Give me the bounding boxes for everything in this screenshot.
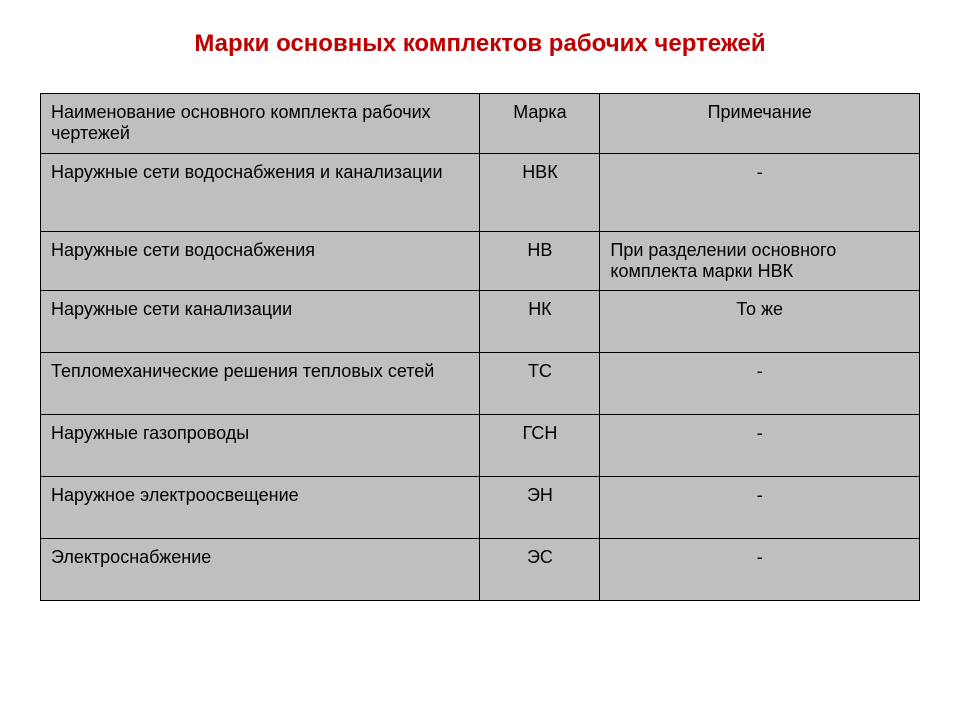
cell-name: Электроснабжение (41, 539, 480, 601)
cell-mark: НВК (480, 154, 600, 232)
table-row: Наружные сети канализации НК То же (41, 291, 920, 353)
header-mark: Марка (480, 94, 600, 154)
cell-name: Наружные газопроводы (41, 415, 480, 477)
cell-note: - (600, 539, 920, 601)
cell-mark: ЭН (480, 477, 600, 539)
cell-mark: ГСН (480, 415, 600, 477)
cell-note: При разделении основного комплекта марки… (600, 232, 920, 291)
table-row: Наружные сети водоснабжения НВ При разде… (41, 232, 920, 291)
table-row: Наружные сети водоснабжения и канализаци… (41, 154, 920, 232)
cell-note: - (600, 353, 920, 415)
cell-note: - (600, 154, 920, 232)
cell-name: Тепломеханические решения тепловых сетей (41, 353, 480, 415)
cell-name: Наружное электроосвещение (41, 477, 480, 539)
table-header-row: Наименование основного комплекта рабочих… (41, 94, 920, 154)
cell-mark: НК (480, 291, 600, 353)
table-row: Электроснабжение ЭС - (41, 539, 920, 601)
cell-note: - (600, 415, 920, 477)
marks-table: Наименование основного комплекта рабочих… (40, 93, 920, 601)
cell-name: Наружные сети водоснабжения (41, 232, 480, 291)
page-title: Марки основных комплектов рабочих чертеж… (120, 30, 840, 58)
cell-name: Наружные сети канализации (41, 291, 480, 353)
table-row: Тепломеханические решения тепловых сетей… (41, 353, 920, 415)
table-row: Наружные газопроводы ГСН - (41, 415, 920, 477)
cell-note: - (600, 477, 920, 539)
table-row: Наружное электроосвещение ЭН - (41, 477, 920, 539)
header-note: Примечание (600, 94, 920, 154)
cell-mark: НВ (480, 232, 600, 291)
cell-note: То же (600, 291, 920, 353)
cell-mark: ТС (480, 353, 600, 415)
cell-mark: ЭС (480, 539, 600, 601)
cell-name: Наружные сети водоснабжения и канализаци… (41, 154, 480, 232)
table-body: Наружные сети водоснабжения и канализаци… (41, 154, 920, 601)
header-name: Наименование основного комплекта рабочих… (41, 94, 480, 154)
